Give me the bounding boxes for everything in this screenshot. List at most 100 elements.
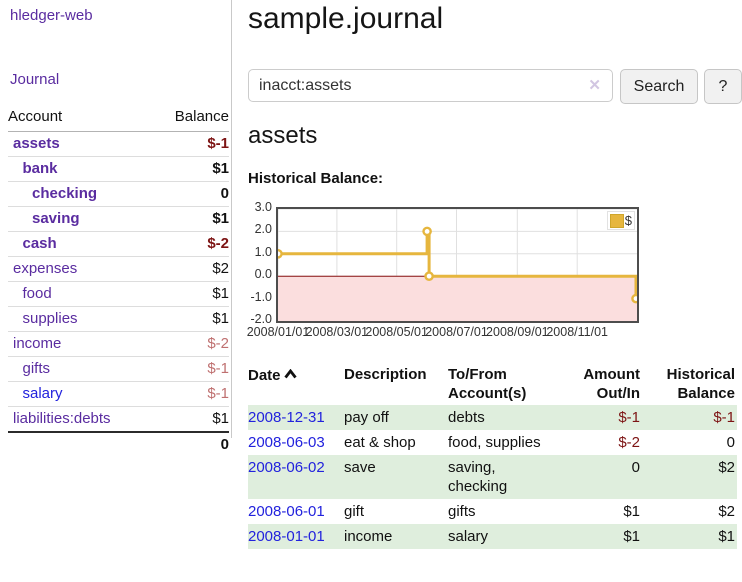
- transaction-accounts: salary: [448, 524, 576, 549]
- account-row: gifts $-1: [8, 356, 229, 382]
- account-row: cash $-2: [8, 231, 229, 257]
- account-link[interactable]: saving: [32, 210, 80, 227]
- transaction-balance: $1: [642, 524, 737, 549]
- transaction-date-link[interactable]: 2008-06-03: [248, 434, 325, 451]
- transaction-balance: $2: [642, 455, 737, 499]
- app-brand-link[interactable]: hledger-web: [10, 7, 93, 24]
- transaction-description: gift: [344, 503, 365, 520]
- account-link[interactable]: food: [22, 285, 52, 302]
- nav-journal-link[interactable]: Journal: [10, 71, 60, 88]
- register-header-date-label: Date: [248, 367, 281, 384]
- account-row: food $1: [8, 281, 229, 307]
- x-axis-tick-label: 2008/05/01: [365, 325, 428, 339]
- transaction-description: income: [344, 524, 448, 549]
- y-axis-tick-label: -2.0: [250, 312, 272, 326]
- register-header-row: Date Description To/From Account(s) Amou…: [248, 363, 737, 405]
- account-row: salary $-1: [8, 381, 229, 407]
- transaction-date-link[interactable]: 2008-01-01: [248, 524, 344, 549]
- sort-ascending-icon: [283, 365, 297, 384]
- account-balance: $-2: [152, 331, 229, 357]
- accounts-total-value: 0: [152, 431, 229, 457]
- y-axis-tick-label: 0.0: [254, 267, 272, 282]
- account-link[interactable]: supplies: [22, 310, 78, 327]
- account-balance: $1: [152, 281, 229, 307]
- transaction-accounts: gifts: [448, 503, 476, 520]
- register-table: Date Description To/From Account(s) Amou…: [248, 363, 737, 549]
- accounts-table: Account Balance assets $-1 bank $1 checking 0…: [8, 104, 229, 457]
- transaction-amount: $1: [623, 503, 640, 520]
- x-axis-tick-label: 2008/01/01: [246, 325, 310, 339]
- account-link[interactable]: expenses: [13, 260, 78, 277]
- transaction-date-link[interactable]: 2008-06-02: [248, 455, 344, 499]
- search-input[interactable]: [248, 69, 613, 102]
- historical-balance-chart: $ 3.0 2.0 1.0 0.0 -1.0 -2.0 2008/01/01 2008/03/…: [246, 200, 742, 342]
- account-link[interactable]: cash: [22, 235, 57, 252]
- account-balance: $-2: [152, 231, 229, 257]
- transaction-balance: $2: [718, 503, 735, 520]
- transaction-accounts: saving, checking: [448, 455, 576, 499]
- account-link[interactable]: checking: [32, 185, 98, 202]
- account-row: bank $1: [8, 156, 229, 182]
- register-row: 2008-06-02 save saving, checking 0 $2: [248, 455, 737, 499]
- page-title: sample.journal: [248, 2, 444, 35]
- x-axis-tick-label: 2008/07/01: [425, 325, 488, 339]
- y-axis-tick-label: -1.0: [250, 289, 272, 304]
- main-content: sample.journal ✕ Search ? assets Histori…: [246, 0, 742, 582]
- x-axis-tick-label: 2008/09/01: [486, 325, 549, 339]
- transaction-amount: 0: [576, 455, 642, 499]
- search-box: ✕: [248, 69, 613, 102]
- account-link[interactable]: salary: [22, 385, 63, 402]
- search-form: ✕ Search ?: [248, 69, 742, 104]
- transaction-amount: $-2: [618, 434, 640, 451]
- transaction-date-link[interactable]: 2008-06-01: [248, 503, 325, 520]
- account-balance: $-1: [152, 381, 229, 407]
- accounts-header-account: Account: [8, 104, 153, 132]
- account-balance: $1: [152, 406, 229, 433]
- accounts-total-spacer: [8, 431, 153, 457]
- transaction-amount: $1: [576, 524, 642, 549]
- register-header-amount: Amount Out/In: [583, 366, 640, 402]
- account-balance: $1: [152, 206, 229, 232]
- y-axis-tick-label: 3.0: [254, 200, 272, 214]
- account-balance: $1: [152, 306, 229, 332]
- account-row: liabilities:debts $1: [8, 406, 229, 433]
- clear-search-icon[interactable]: ✕: [588, 77, 601, 94]
- section-title: assets: [248, 122, 318, 149]
- account-balance: $-1: [152, 356, 229, 382]
- help-button[interactable]: ?: [704, 69, 742, 104]
- sidebar: hledger-web Journal Account Balance asse…: [0, 0, 232, 457]
- account-row: supplies $1: [8, 306, 229, 332]
- transaction-description: pay off: [344, 405, 448, 430]
- account-link[interactable]: bank: [22, 160, 58, 177]
- register-header-description: Description: [344, 366, 427, 383]
- register-header-date[interactable]: Date: [248, 363, 344, 405]
- transaction-accounts: food, supplies: [448, 434, 541, 451]
- transaction-date-link[interactable]: 2008-12-31: [248, 405, 344, 430]
- account-row: assets $-1: [8, 131, 229, 157]
- accounts-header-balance: Balance: [152, 104, 229, 132]
- transaction-amount: $-1: [576, 405, 642, 430]
- transaction-balance: 0: [726, 434, 735, 451]
- account-balance: $-1: [152, 131, 229, 157]
- transaction-description: eat & shop: [344, 434, 416, 451]
- account-link[interactable]: liabilities:debts: [13, 410, 111, 427]
- register-header-balance: Historical Balance: [666, 366, 735, 402]
- transaction-description: save: [344, 455, 448, 499]
- account-balance: $1: [152, 156, 229, 182]
- chart-legend: $: [606, 211, 635, 230]
- x-axis-tick-label: 2008/11/01: [546, 325, 608, 339]
- register-row: 2008-01-01 income salary $1 $1: [248, 524, 737, 549]
- account-row: expenses $2: [8, 256, 229, 282]
- register-row: 2008-06-03 eat & shop food, supplies $-2 0: [248, 430, 737, 455]
- register-header-accounts: To/From Account(s): [448, 366, 527, 402]
- register-row: 2008-06-01 gift gifts $1 $2: [248, 499, 737, 524]
- account-link[interactable]: assets: [13, 135, 60, 152]
- account-link[interactable]: income: [13, 335, 62, 352]
- account-link[interactable]: gifts: [22, 360, 51, 377]
- transaction-balance: $-1: [642, 405, 737, 430]
- chart-label: Historical Balance:: [248, 170, 384, 187]
- y-axis-tick-label: 2.0: [254, 222, 272, 237]
- chart-plot-area: $: [276, 207, 639, 323]
- search-button[interactable]: Search: [620, 69, 698, 104]
